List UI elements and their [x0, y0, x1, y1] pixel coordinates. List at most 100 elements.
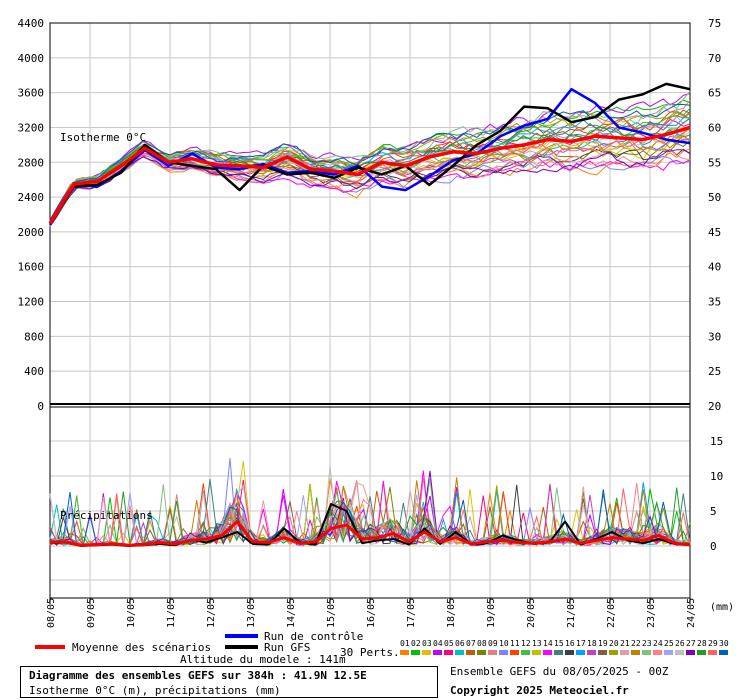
y-tick-left: 2400	[18, 191, 45, 204]
legend-member-swatch	[565, 650, 574, 655]
x-tick-label: 20/05	[526, 598, 537, 628]
plot-frame	[49, 22, 691, 599]
legend-member-label: 21	[620, 639, 630, 648]
legend-member-swatch	[609, 650, 618, 655]
x-tick-label: 23/05	[646, 598, 657, 628]
x-tick-label: 11/05	[166, 598, 177, 628]
legend-member-swatch	[400, 650, 409, 655]
precip-panel-label: Précipitations	[60, 509, 153, 522]
member-iso-line	[49, 155, 691, 226]
x-tick-label: 13/05	[246, 598, 257, 628]
x-tick-label: 08/05	[46, 598, 57, 628]
x-tick-label: 09/05	[86, 598, 97, 628]
y-tick-right: 45	[708, 226, 721, 239]
legend-member-label: 10	[499, 639, 509, 648]
legend-member-swatch	[532, 650, 541, 655]
legend-member-label: 26	[675, 639, 685, 648]
legend-perts-label: 30 Perts.	[340, 646, 400, 659]
legend-member-label: 19	[598, 639, 608, 648]
legend-member-label: 14	[543, 639, 553, 648]
legend-member-label: 03	[422, 639, 432, 648]
legend-member-swatch	[664, 650, 673, 655]
y-tick-left: 4400	[18, 17, 45, 30]
legend-member-label: 07	[466, 639, 476, 648]
legend-member-label: 11	[510, 639, 520, 648]
mean-iso-line	[48, 125, 691, 225]
y-tick-right: 40	[708, 261, 721, 274]
legend-member-swatch	[642, 650, 651, 655]
legend-member-label: 20	[609, 639, 619, 648]
legend-member-label: 16	[565, 639, 575, 648]
legend-member-swatch	[708, 650, 717, 655]
legend-member-label: 18	[587, 639, 597, 648]
prec-tick-right: 5	[710, 505, 717, 518]
legend-member-swatch	[620, 650, 629, 655]
legend-member-label: 09	[488, 639, 498, 648]
legend-member-label: 22	[631, 639, 641, 648]
x-tick-label: 24/05	[686, 598, 697, 628]
legend-member-swatch	[499, 650, 508, 655]
legend-member-label: 28	[697, 639, 707, 648]
legend-member-swatch	[411, 650, 420, 655]
member-iso-line	[49, 148, 691, 227]
legend-member-label: 04	[433, 639, 443, 648]
legend-member-label: 17	[576, 639, 586, 648]
legend-member-swatch	[433, 650, 442, 655]
legend-member-label: 05	[444, 639, 454, 648]
x-tick-label: 14/05	[286, 598, 297, 628]
y-tick-left: 4000	[18, 52, 45, 65]
x-tick-label: 18/05	[446, 598, 457, 628]
legend-member-swatch	[422, 650, 431, 655]
member-iso-line	[49, 90, 691, 221]
y-tick-left: 0	[37, 400, 44, 413]
y-tick-left: 3600	[18, 87, 45, 100]
legend-member-label: 23	[642, 639, 652, 648]
prec-tick-right: 15	[710, 435, 723, 448]
legend-member-label: 02	[411, 639, 421, 648]
legend-member-swatch	[653, 650, 662, 655]
legend-member-swatch	[719, 650, 728, 655]
y-tick-left: 3200	[18, 121, 45, 134]
member-iso-line	[49, 149, 691, 225]
y-tick-right: 30	[708, 330, 721, 343]
legend-member-label: 15	[554, 639, 564, 648]
legend-member-label: 29	[708, 639, 718, 648]
prec-tick-right: 0	[710, 540, 717, 553]
isotherm-panel-label: Isotherme 0°C	[60, 131, 146, 144]
legend-member-label: 13	[532, 639, 542, 648]
legend-control-label: Run de contrôle	[264, 630, 363, 643]
x-tick-label: 12/05	[206, 598, 217, 628]
legend-member-swatch	[444, 650, 453, 655]
y-tick-left: 1200	[18, 296, 45, 309]
x-tick-label: 21/05	[566, 598, 577, 628]
legend-member-swatch	[455, 650, 464, 655]
y-tick-right: 60	[708, 121, 721, 134]
x-tick-label: 22/05	[606, 598, 617, 628]
y-tick-right: 25	[708, 365, 721, 378]
mean-precip-line	[49, 520, 691, 547]
x-unit-label: (mm)	[710, 602, 734, 613]
legend-member-swatch	[488, 650, 497, 655]
control-iso-line	[48, 87, 691, 226]
y-tick-right: 50	[708, 191, 721, 204]
x-tick-label: 17/05	[406, 598, 417, 628]
legend-member-label: 12	[521, 639, 531, 648]
legend: Moyenne des scénarios Run de contrôleRun …	[35, 630, 729, 666]
legend-member-swatch	[521, 650, 530, 655]
copyright: Copyright 2025 Meteociel.fr	[450, 684, 629, 697]
y-tick-right: 70	[708, 52, 721, 65]
member-iso-line	[49, 104, 691, 221]
legend-member-swatch	[686, 650, 695, 655]
legend-member-swatch	[697, 650, 706, 655]
y-tick-left: 2800	[18, 156, 45, 169]
legend-member-label: 27	[686, 639, 696, 648]
prec-tick-right: 10	[710, 470, 723, 483]
x-tick-label: 16/05	[366, 598, 377, 628]
y-tick-left: 400	[24, 365, 44, 378]
legend-member-swatch	[554, 650, 563, 655]
legend-member-swatch	[466, 650, 475, 655]
y-tick-left: 800	[24, 330, 44, 343]
chart-subtitle: Isotherme 0°C (m), précipitations (mm)	[29, 684, 281, 697]
